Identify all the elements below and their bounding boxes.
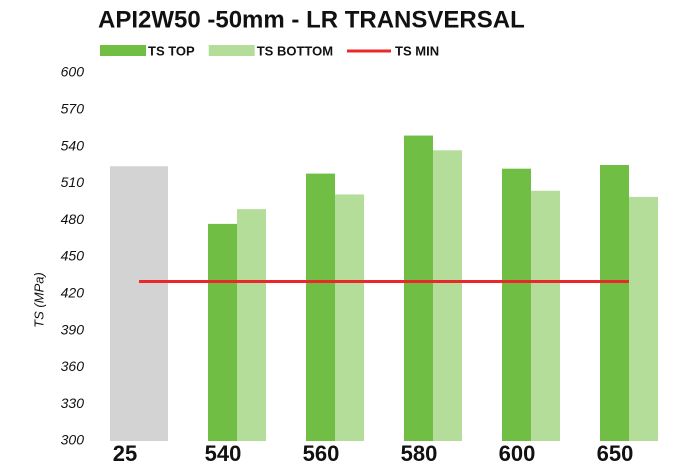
y-tick-label: 450 [61, 248, 85, 264]
y-tick-label: 510 [61, 174, 85, 190]
legend-label: TS MIN [395, 43, 439, 58]
x-tick-label: 580 [401, 441, 438, 466]
bar [110, 166, 168, 441]
bar [502, 168, 531, 441]
x-tick-label: 560 [303, 441, 340, 466]
bar [433, 150, 462, 441]
y-tick-label: 570 [61, 101, 85, 117]
y-tick-label: 330 [61, 395, 85, 411]
legend-swatch [208, 45, 255, 56]
y-tick-label: 600 [61, 64, 85, 80]
x-tick-label: 25 [113, 441, 137, 466]
bar [600, 165, 629, 441]
bar [531, 190, 560, 441]
y-tick-label: 300 [61, 432, 85, 448]
legend-label: TS TOP [148, 43, 195, 58]
bar [237, 209, 266, 441]
y-axis-label: TS (MPa) [31, 272, 46, 328]
bar [335, 194, 364, 441]
bar [404, 135, 433, 441]
x-tick-label: 650 [597, 441, 634, 466]
legend-swatch [100, 45, 146, 56]
y-tick-label: 360 [61, 358, 85, 374]
y-tick-label: 390 [61, 321, 85, 337]
y-tick-label: 420 [61, 285, 85, 301]
chart-title: API2W50 -50mm - LR TRANSVERSAL [98, 6, 525, 33]
bar [629, 196, 658, 441]
y-tick-label: 480 [61, 211, 85, 227]
bar [306, 173, 335, 441]
legend-label: TS BOTTOM [257, 43, 333, 58]
y-tick-label: 540 [61, 137, 85, 153]
x-tick-label: 540 [205, 441, 242, 466]
x-tick-label: 600 [499, 441, 536, 466]
bar [208, 223, 237, 441]
